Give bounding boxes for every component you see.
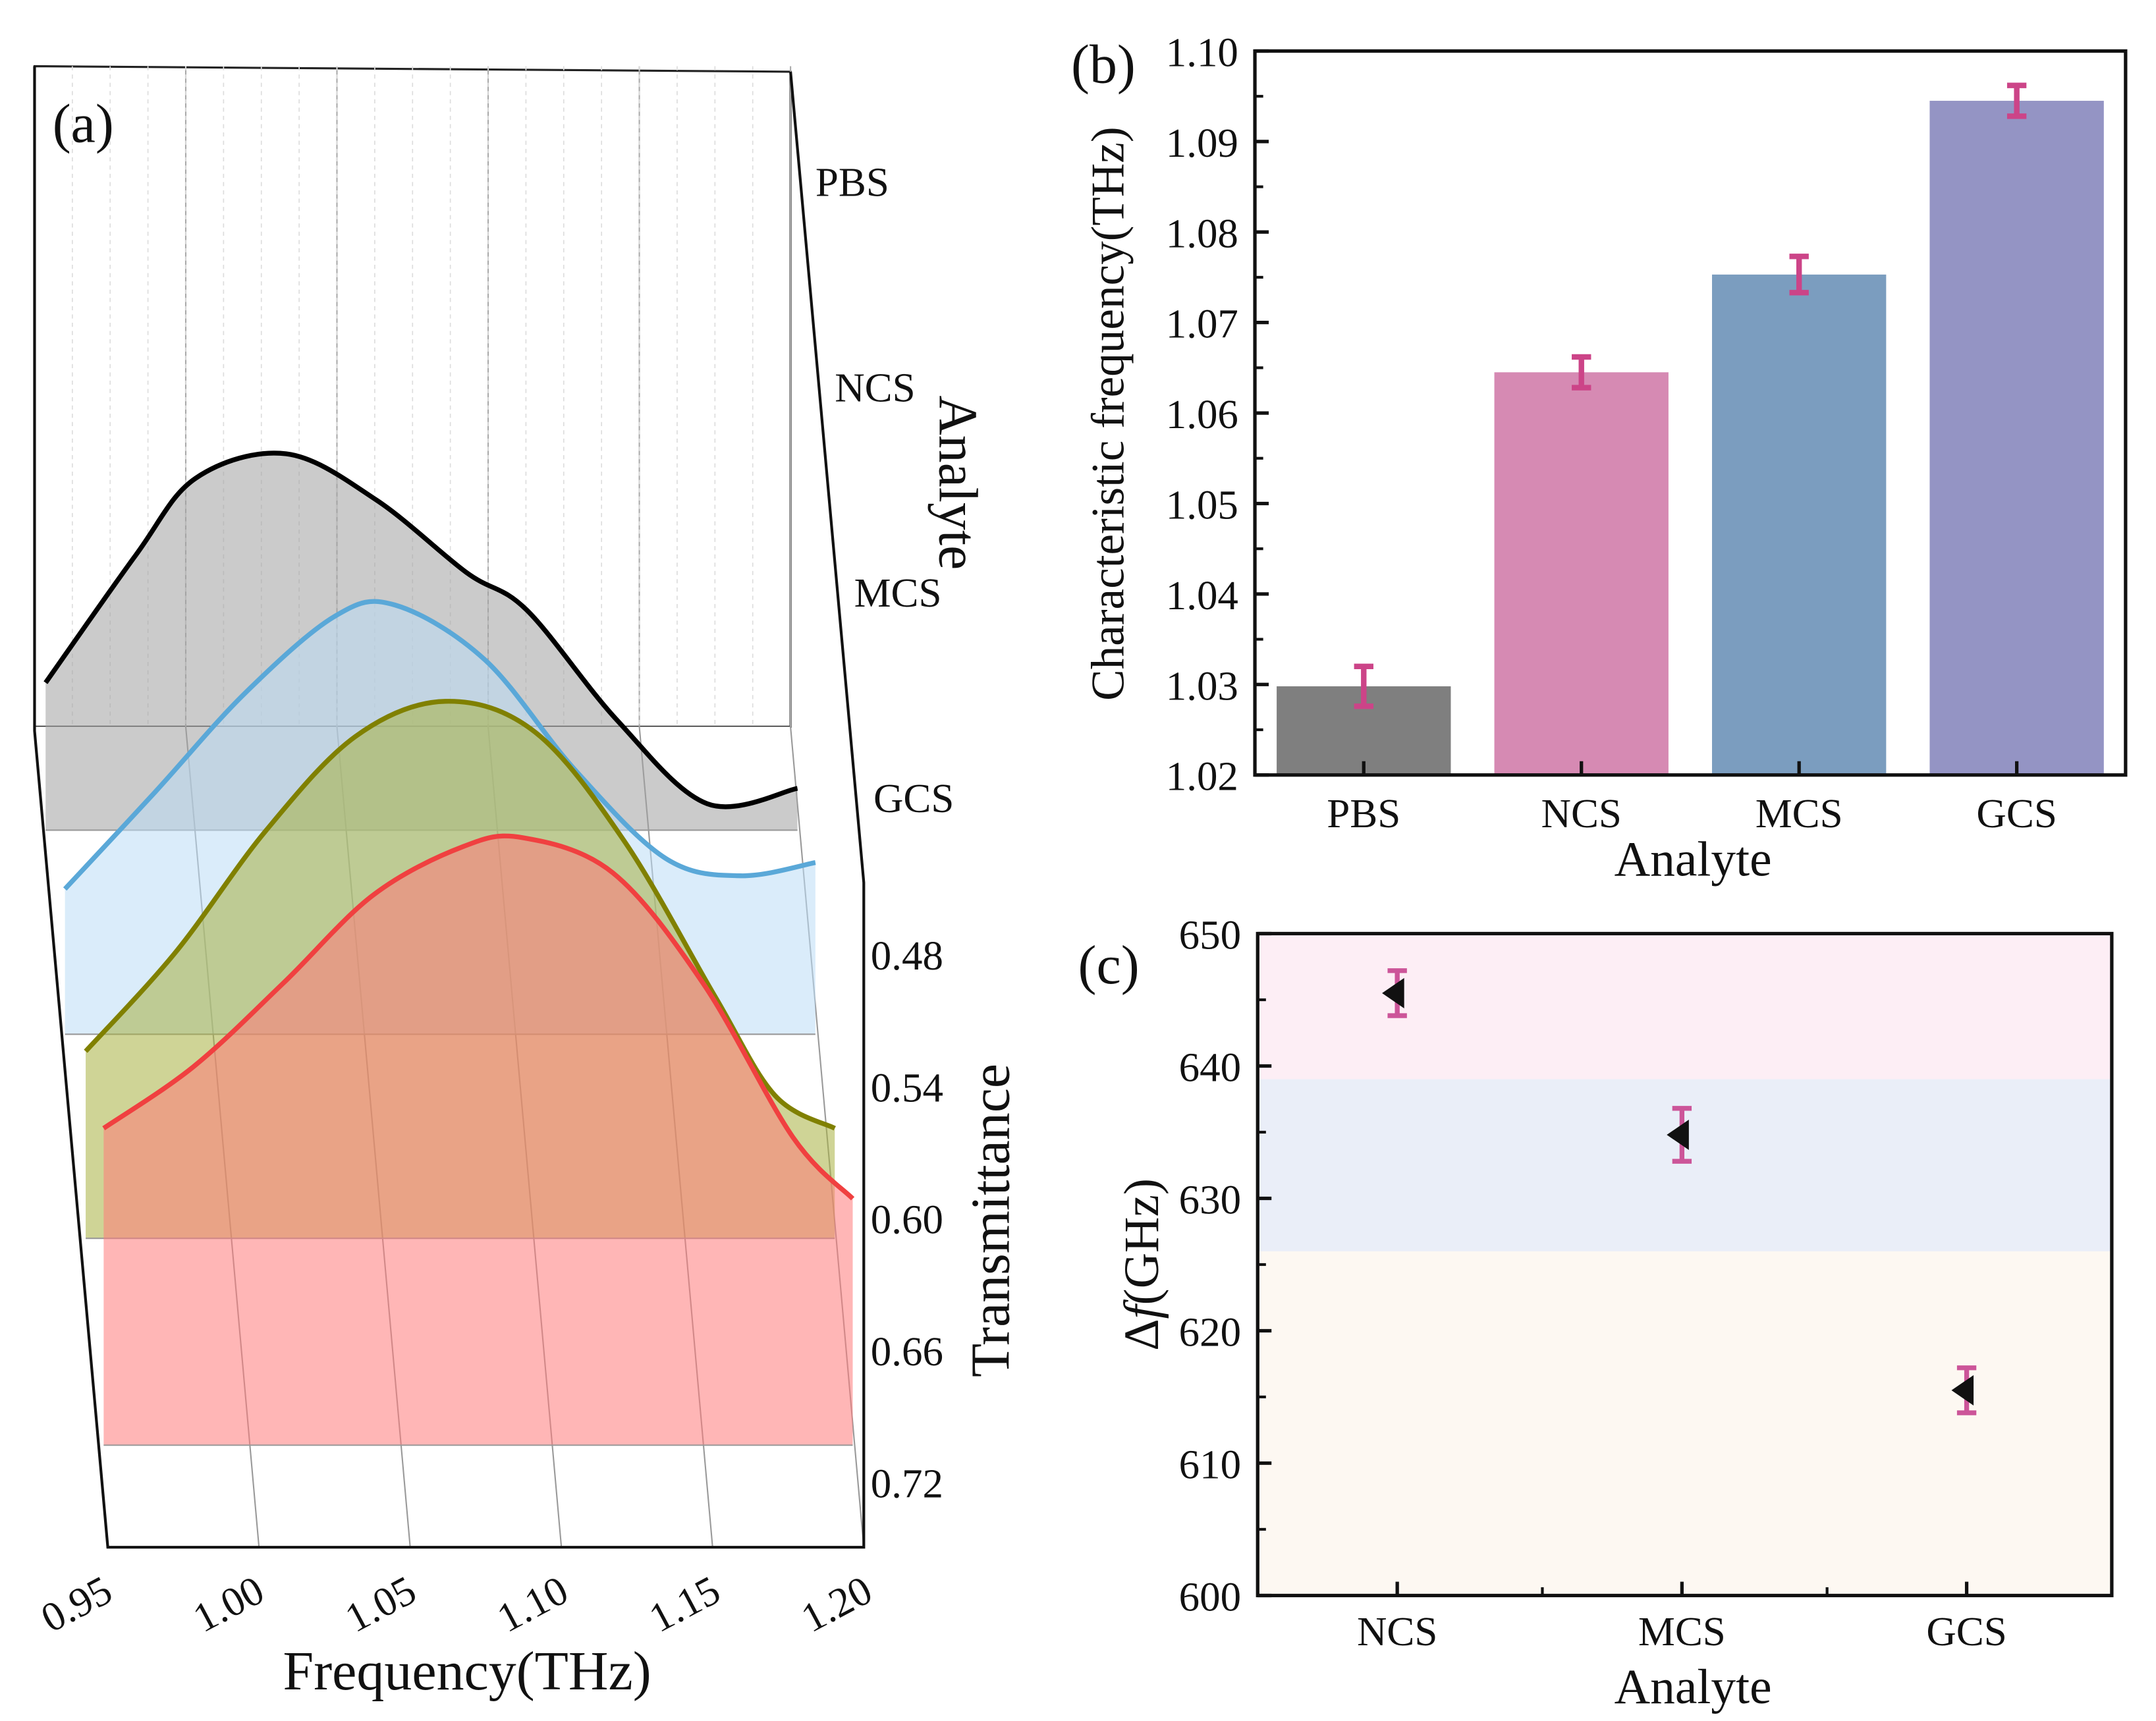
- y-tick-label: 1.07: [1166, 301, 1238, 347]
- panel-a-waterfall: (a) 0.95 1.00 1.05 1.10 1.15 1.20 0.48 0.54 0.6…: [33, 65, 1022, 1702]
- x-axis-title: Analyte: [1615, 833, 1772, 887]
- x-tick-label: 1.15: [642, 1567, 727, 1641]
- y-tick-label: 1.09: [1166, 120, 1238, 166]
- x-tick-label: GCS: [1976, 790, 2057, 836]
- data-point-ncs: [1382, 977, 1404, 1008]
- y-tick-labels: 0.48 0.54 0.60 0.66 0.72: [871, 933, 943, 1506]
- x-tick-label: 1.10: [489, 1567, 575, 1641]
- y-ticks: 1.02 1.03 1.04 1.05 1.06 1.07 1.08 1.09 1.10: [1166, 30, 1269, 800]
- y-tick-label: 1.08: [1166, 210, 1238, 256]
- y-axis-title: Transmittance: [960, 1064, 1022, 1377]
- layer-gcs: [102, 833, 855, 1446]
- bar-mcs: [1711, 274, 1887, 775]
- x-tick-label: GCS: [1926, 1608, 2006, 1654]
- z-tick-labels: PBS NCS MCS GCS: [815, 159, 954, 821]
- y-tick-label: 1.03: [1166, 663, 1238, 709]
- bar-gcs: [1929, 101, 2104, 775]
- x-tick-label: NCS: [1357, 1608, 1437, 1654]
- background-band: [1258, 1251, 2112, 1596]
- y-tick-label: 640: [1179, 1045, 1241, 1091]
- x-tick-label: MCS: [1638, 1608, 1726, 1654]
- y-tick-label: 0.66: [871, 1328, 943, 1375]
- series-line-gcs: [102, 833, 855, 1201]
- y-axis-title: Characteristic frequency(THz): [1082, 126, 1134, 700]
- area-fill-gcs: [103, 836, 853, 1446]
- z-tick-label: NCS: [835, 364, 915, 410]
- error-bar: [1789, 254, 1809, 296]
- y-axis-title: Δf(GHz): [1115, 1178, 1169, 1351]
- x-tick-label: 1.00: [186, 1567, 271, 1641]
- z-axis-title: Analyte: [927, 395, 989, 570]
- z-tick-label: MCS: [854, 570, 942, 616]
- x-tick-labels: 0.95 1.00 1.05 1.10 1.15 1.20: [34, 1567, 879, 1641]
- y-tick-label: 600: [1179, 1574, 1241, 1620]
- y-tick-label: 630: [1179, 1177, 1241, 1223]
- y-tick-label: 0.54: [871, 1064, 943, 1110]
- bars: PBS NCS MCS GCS: [1277, 82, 2104, 836]
- z-tick-label: GCS: [873, 775, 954, 821]
- y-tick-label: 1.04: [1166, 572, 1238, 618]
- y-tick-label: 1.05: [1166, 482, 1238, 528]
- x-axis-title: Analyte: [1615, 1660, 1772, 1714]
- bar-ncs: [1494, 372, 1669, 775]
- y-tick-label: 610: [1179, 1442, 1241, 1488]
- panel-label-b: (b): [1071, 34, 1136, 96]
- y-tick-label: 620: [1179, 1309, 1241, 1355]
- x-tick-label: 1.05: [338, 1567, 424, 1641]
- error-bar: [1354, 663, 1373, 709]
- axes-frame: [33, 66, 866, 1549]
- series-line-pbs: [43, 451, 798, 809]
- waterfall-layers: [43, 451, 855, 1446]
- x-tick-label: PBS: [1327, 790, 1400, 836]
- x-tick-label: 1.20: [794, 1567, 879, 1641]
- data-point-gcs: [1951, 1375, 1974, 1406]
- background-band: [1258, 933, 2112, 1079]
- x-tick-label: MCS: [1755, 790, 1843, 836]
- panel-c-scatter-chart: (c) NCS MCS GCS 600 610 620 630 640 650 Analyte…: [1078, 912, 2114, 1714]
- error-bar: [2006, 82, 2027, 119]
- y-tick-label: 0.48: [871, 933, 943, 979]
- y-tick-label: 1.06: [1166, 391, 1238, 437]
- series-line-ncs: [63, 599, 816, 891]
- x-tick-label: NCS: [1541, 790, 1622, 836]
- x-axis-title: Frequency(THz): [283, 1641, 651, 1702]
- y-tick-label: 0.72: [871, 1460, 943, 1506]
- y-tick-label: 650: [1179, 912, 1241, 958]
- background-band: [1258, 1079, 2112, 1251]
- x-tick-label: 0.95: [34, 1567, 119, 1641]
- z-tick-label: PBS: [815, 159, 889, 205]
- y-tick-label: 1.02: [1166, 753, 1238, 800]
- panel-label-c: (c): [1078, 935, 1140, 996]
- y-ticks: 600 610 620 630 640 650: [1179, 912, 1272, 1620]
- error-bar: [1572, 354, 1591, 391]
- panel-label-a: (a): [53, 94, 114, 155]
- data-point-mcs: [1667, 1119, 1689, 1151]
- panel-b-bar-chart: (b) PBS NCS MCS GCS 1.021.031.041.051.061.0…: [1071, 30, 2128, 887]
- y-tick-label: 0.60: [871, 1197, 943, 1243]
- points: NCS MCS GCS: [1258, 933, 2112, 1654]
- y-tick-label: 1.10: [1166, 30, 1238, 76]
